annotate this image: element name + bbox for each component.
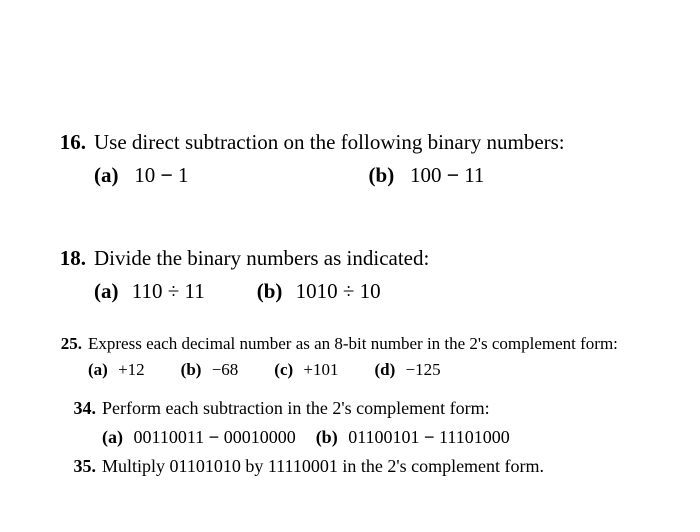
problem-18: 18. Divide the binary numbers as indicat… [26, 246, 674, 304]
problem-number: 34. [66, 398, 96, 419]
problem-35: 35. Multiply 01101010 by 11110001 in the… [26, 456, 674, 477]
part-a: (a) 00110011 − 00010000 [102, 427, 296, 448]
problem-18-parts: (a) 110 ÷ 11 (b) 1010 ÷ 10 [26, 279, 674, 304]
part-expr: +101 [303, 360, 338, 379]
part-a: (a) 110 ÷ 11 [94, 279, 205, 304]
part-b: (b) 1010 ÷ 10 [257, 279, 381, 304]
part-label: (d) [375, 360, 396, 379]
problem-18-statement: 18. Divide the binary numbers as indicat… [26, 246, 674, 271]
part-expr: +12 [118, 360, 145, 379]
part-b: (b) 01100101 − 11101000 [316, 427, 510, 448]
problem-16: 16. Use direct subtraction on the follow… [26, 130, 674, 188]
part-d: (d) −125 [375, 360, 441, 380]
part-label: (b) [181, 360, 202, 379]
part-b: (b) 100 − 11 [369, 163, 485, 188]
problem-25-statement: 25. Express each decimal number as an 8-… [52, 334, 674, 354]
problem-16-parts: (a) 10 − 1 (b) 100 − 11 [26, 163, 674, 188]
problem-text: Express each decimal number as an 8-bit … [88, 334, 618, 354]
part-expr: 01100101 − 11101000 [348, 427, 510, 447]
part-label: (b) [369, 163, 395, 187]
part-label: (a) [94, 279, 119, 303]
problem-text: Multiply 01101010 by 11110001 in the 2's… [102, 456, 544, 477]
problem-number: 25. [52, 334, 82, 354]
problem-35-statement: 35. Multiply 01101010 by 11110001 in the… [66, 456, 674, 477]
part-expr: 100 − 11 [399, 163, 484, 187]
part-expr: 10 − 1 [124, 163, 189, 187]
part-expr: −68 [212, 360, 239, 379]
part-expr: 00110011 − 00010000 [134, 427, 296, 447]
problem-text: Perform each subtraction in the 2's comp… [102, 398, 490, 419]
problem-number: 18. [26, 246, 86, 271]
part-expr: 110 ÷ 11 [132, 279, 205, 303]
problem-25: 25. Express each decimal number as an 8-… [26, 334, 674, 380]
problem-number: 16. [26, 130, 86, 155]
problem-34-parts: (a) 00110011 − 00010000 (b) 01100101 − 1… [66, 427, 674, 448]
problem-25-parts: (a) +12 (b) −68 (c) +101 (d) −125 [52, 360, 674, 380]
part-label: (a) [88, 360, 108, 379]
problem-text: Divide the binary numbers as indicated: [94, 246, 429, 271]
part-a: (a) +12 [88, 360, 145, 380]
problem-16-statement: 16. Use direct subtraction on the follow… [26, 130, 674, 155]
part-expr: 1010 ÷ 10 [296, 279, 381, 303]
part-c: (c) +101 [274, 360, 338, 380]
part-label: (a) [94, 163, 119, 187]
part-b: (b) −68 [181, 360, 239, 380]
part-label: (b) [257, 279, 283, 303]
problem-34-statement: 34. Perform each subtraction in the 2's … [66, 398, 674, 419]
part-label: (c) [274, 360, 293, 379]
problem-34: 34. Perform each subtraction in the 2's … [26, 398, 674, 448]
part-a: (a) 10 − 1 [94, 163, 189, 188]
problem-number: 35. [66, 456, 96, 477]
part-label: (a) [102, 427, 123, 447]
problem-text: Use direct subtraction on the following … [94, 130, 565, 155]
part-label: (b) [316, 427, 338, 447]
part-expr: −125 [406, 360, 441, 379]
